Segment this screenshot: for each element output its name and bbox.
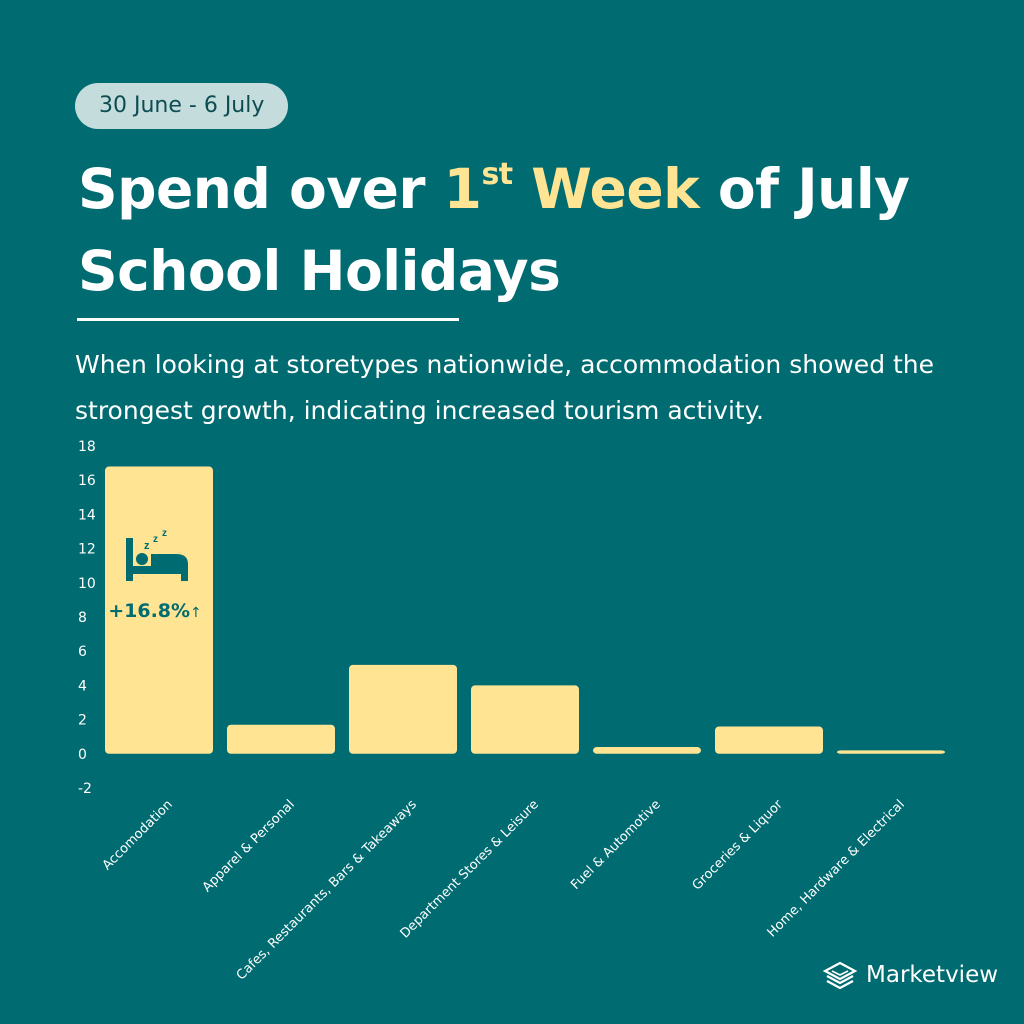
y-tick-label: 18 bbox=[78, 439, 96, 455]
bar bbox=[715, 726, 823, 754]
title-highlight-sup: st bbox=[481, 157, 513, 192]
bar bbox=[837, 750, 945, 754]
title-divider bbox=[77, 318, 459, 321]
annotation-value: +16.8% bbox=[108, 600, 190, 622]
title-line2: School Holidays bbox=[78, 239, 561, 303]
description: When looking at storetypes nationwide, a… bbox=[75, 350, 935, 425]
bar-annotation-label: +16.8%↑ bbox=[108, 600, 202, 622]
bar bbox=[471, 685, 579, 754]
sleeping-bed-icon: z z z bbox=[126, 528, 188, 581]
title-highlight-num: 1 bbox=[443, 157, 482, 221]
bars bbox=[105, 466, 945, 754]
svg-text:z: z bbox=[162, 528, 167, 539]
date-range-badge: 30 June - 6 July bbox=[75, 83, 289, 129]
bar-annotation: z z z +16.8%↑ bbox=[108, 528, 202, 622]
y-tick-label: 4 bbox=[78, 678, 87, 694]
title-highlight-word: Week bbox=[512, 157, 700, 221]
x-tick-label: Groceries & Liquor bbox=[690, 797, 787, 894]
y-tick-label: 6 bbox=[78, 644, 87, 660]
x-tick-label: Fuel & Automotive bbox=[568, 797, 664, 893]
stacked-layers-icon bbox=[822, 961, 858, 990]
x-tick-label: Home, Hardware & Electrical bbox=[765, 797, 908, 940]
svg-text:z: z bbox=[144, 540, 150, 552]
x-tick-label: Apparel & Personal bbox=[200, 797, 298, 895]
y-tick-label: 12 bbox=[78, 542, 96, 558]
x-tick-label: Accomodation bbox=[100, 797, 176, 873]
y-tick-label: 14 bbox=[78, 507, 96, 523]
x-tick-label: Department Stores & Leisure bbox=[398, 797, 542, 941]
y-tick-label: 0 bbox=[78, 747, 87, 763]
bar bbox=[593, 746, 701, 754]
up-arrow-icon: ↑ bbox=[190, 605, 202, 621]
y-axis: 18 16 14 12 10 8 6 4 2 0 -2 bbox=[78, 439, 96, 797]
svg-text:z: z bbox=[153, 534, 158, 545]
page-title: Spend over 1st Week of July School Holid… bbox=[78, 148, 978, 312]
title-part2: of July bbox=[699, 157, 910, 221]
bar bbox=[227, 724, 335, 754]
y-tick-label: -2 bbox=[78, 781, 92, 797]
y-tick-label: 2 bbox=[78, 713, 87, 729]
title-part1: Spend over bbox=[78, 157, 444, 221]
bar bbox=[349, 664, 457, 754]
y-tick-label: 10 bbox=[78, 576, 96, 592]
y-tick-label: 8 bbox=[78, 610, 87, 626]
y-tick-label: 16 bbox=[78, 473, 96, 489]
title-highlight: 1st Week bbox=[444, 157, 700, 221]
brand-logo: Marketview bbox=[822, 960, 998, 990]
brand-name: Marketview bbox=[866, 962, 999, 988]
